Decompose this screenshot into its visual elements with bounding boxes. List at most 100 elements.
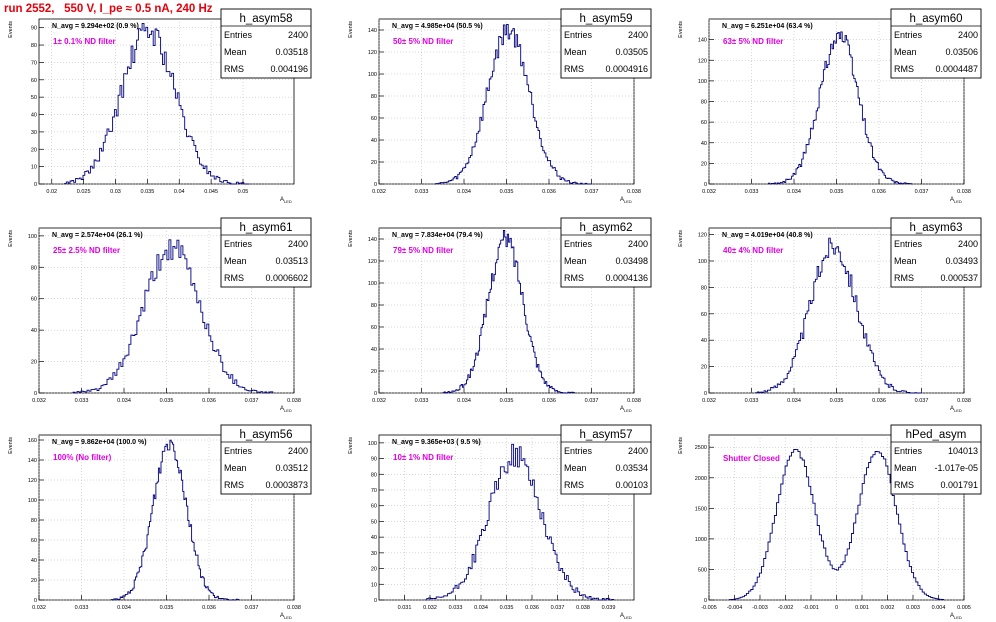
y-tick-label: 120 bbox=[698, 233, 707, 239]
y-tick-label: 20 bbox=[31, 578, 37, 584]
x-axis-label-sub: LED bbox=[954, 408, 962, 413]
x-tick-label: 0.038 bbox=[957, 189, 971, 195]
x-axis-label-sub: LED bbox=[624, 615, 632, 620]
y-axis-label: Events bbox=[8, 21, 14, 38]
y-tick-label: 80 bbox=[371, 472, 377, 478]
y-tick-label: 100 bbox=[368, 441, 377, 447]
y-tick-label: 60 bbox=[701, 120, 707, 126]
y-tick-label: 120 bbox=[368, 50, 377, 56]
y-tick-label: 120 bbox=[368, 259, 377, 265]
navg-label: N_avg = 9.294e+02 (0.9 %) bbox=[52, 23, 139, 30]
stats-title: h_asym63 bbox=[909, 222, 962, 234]
x-tick-label: 0.038 bbox=[957, 398, 971, 404]
filter-label: 50± 5% ND filter bbox=[393, 37, 453, 46]
stats-title: h_asym58 bbox=[239, 13, 292, 25]
stats-label: RMS bbox=[564, 273, 584, 283]
x-tick-label: 0.035 bbox=[830, 189, 844, 195]
stats-label: Entries bbox=[564, 446, 593, 456]
stats-value: 0.03498 bbox=[615, 256, 648, 266]
stats-box bbox=[890, 217, 982, 288]
y-tick-label: 80 bbox=[371, 303, 377, 309]
histogram-pad: 0.02 0.025 0.03 0.035 0.04 0.045 0.05 0 10 20 30 40… bbox=[8, 8, 312, 204]
stats-value: 0.001791 bbox=[940, 480, 978, 490]
y-tick-label: 1500 bbox=[695, 506, 707, 512]
y-axis-label: Events bbox=[348, 230, 354, 247]
x-tick-label: 0.035 bbox=[500, 605, 514, 611]
filter-label: 25± 2.5% ND filter bbox=[53, 246, 120, 255]
stats-label: Mean bbox=[224, 463, 247, 473]
x-tick-label: 0 bbox=[835, 605, 838, 611]
stats-value: 0.03518 bbox=[275, 47, 308, 57]
stats-value: 0.03506 bbox=[945, 47, 978, 57]
stats-value: 0.0003873 bbox=[265, 480, 308, 490]
x-tick-label: 0.025 bbox=[77, 189, 91, 195]
stats-label: RMS bbox=[894, 273, 914, 283]
y-tick-label: 100 bbox=[28, 234, 37, 240]
x-tick-label: 0.032 bbox=[32, 398, 46, 404]
y-tick-label: 40 bbox=[371, 138, 377, 144]
x-tick-label: 0.036 bbox=[202, 605, 216, 611]
y-tick-label: 0 bbox=[704, 391, 707, 397]
y-tick-label: 20 bbox=[31, 147, 37, 153]
x-axis-label-sub: LED bbox=[284, 408, 292, 413]
x-tick-label: 0.035 bbox=[830, 398, 844, 404]
y-tick-label: 40 bbox=[701, 141, 707, 147]
y-tick-label: 0 bbox=[704, 182, 707, 188]
x-axis-label-sub: LED bbox=[954, 199, 962, 204]
y-tick-label: 60 bbox=[701, 312, 707, 318]
x-tick-label: 0.038 bbox=[627, 398, 641, 404]
x-tick-label: 0.034 bbox=[117, 398, 131, 404]
stats-label: Mean bbox=[894, 463, 917, 473]
x-tick-label: 0.037 bbox=[585, 398, 599, 404]
x-tick-label: 0.033 bbox=[415, 398, 429, 404]
stats-value: 0.00103 bbox=[615, 480, 648, 490]
histogram-pad: 0.032 0.033 0.034 0.035 0.036 0.037 0.038 0 20 40… bbox=[8, 424, 312, 620]
stats-value: -1.017e-05 bbox=[934, 463, 978, 473]
stats-label: Entries bbox=[564, 30, 593, 40]
x-tick-label: 0.05 bbox=[238, 189, 249, 195]
x-tick-label: 0.039 bbox=[602, 605, 616, 611]
y-tick-label: 30 bbox=[371, 551, 377, 557]
y-tick-label: 70 bbox=[371, 488, 377, 494]
stats-value: 2400 bbox=[288, 239, 308, 249]
navg-label: N_avg = 9.365e+03 ( 9.5 %) bbox=[392, 439, 481, 446]
navg-label: N_avg = 4.019e+04 (40.8 %) bbox=[722, 232, 813, 239]
stats-value: 2400 bbox=[628, 446, 648, 456]
y-tick-label: 100 bbox=[368, 72, 377, 78]
y-tick-label: 10 bbox=[31, 165, 37, 171]
y-tick-label: 100 bbox=[28, 498, 37, 504]
stats-title: h_asym61 bbox=[239, 222, 292, 234]
filter-label: 40± 4% ND filter bbox=[723, 246, 783, 255]
histogram-pad: 0.031 0.032 0.033 0.034 0.035 0.036 0.037 0.038… bbox=[348, 424, 652, 620]
x-axis-label-sub: LED bbox=[284, 199, 292, 204]
y-tick-label: 140 bbox=[368, 237, 377, 243]
x-axis-label: ALED bbox=[950, 406, 962, 413]
histogram-line bbox=[72, 239, 274, 394]
y-tick-label: 60 bbox=[371, 325, 377, 331]
stats-box bbox=[890, 8, 982, 79]
x-tick-label: 0.032 bbox=[372, 398, 386, 404]
x-tick-label: 0.038 bbox=[627, 189, 641, 195]
y-tick-label: 50 bbox=[371, 519, 377, 525]
y-tick-label: 80 bbox=[371, 94, 377, 100]
histogram-line bbox=[110, 439, 240, 601]
x-axis-label: ALED bbox=[950, 613, 962, 620]
x-tick-label: 0.036 bbox=[202, 398, 216, 404]
histogram-line bbox=[64, 22, 250, 185]
stats-label: Entries bbox=[224, 239, 253, 249]
y-tick-label: 80 bbox=[31, 265, 37, 271]
x-tick-label: 0.038 bbox=[287, 605, 301, 611]
filter-label: 63± 5% ND filter bbox=[723, 37, 783, 46]
stats-label: RMS bbox=[224, 64, 244, 74]
filter-label: 79± 5% ND filter bbox=[393, 246, 453, 255]
x-tick-label: 0.033 bbox=[415, 189, 429, 195]
stats-label: Entries bbox=[894, 239, 923, 249]
histogram-pad: 0.032 0.033 0.034 0.035 0.036 0.037 0.038 0 20 40… bbox=[678, 8, 982, 204]
y-tick-label: 0 bbox=[374, 182, 377, 188]
y-tick-label: 90 bbox=[371, 457, 377, 463]
y-tick-label: 100 bbox=[698, 79, 707, 85]
stats-box bbox=[890, 424, 982, 495]
x-tick-label: 0.034 bbox=[787, 189, 801, 195]
stats-title: h_asym56 bbox=[239, 429, 292, 441]
y-tick-label: 0 bbox=[34, 598, 37, 604]
